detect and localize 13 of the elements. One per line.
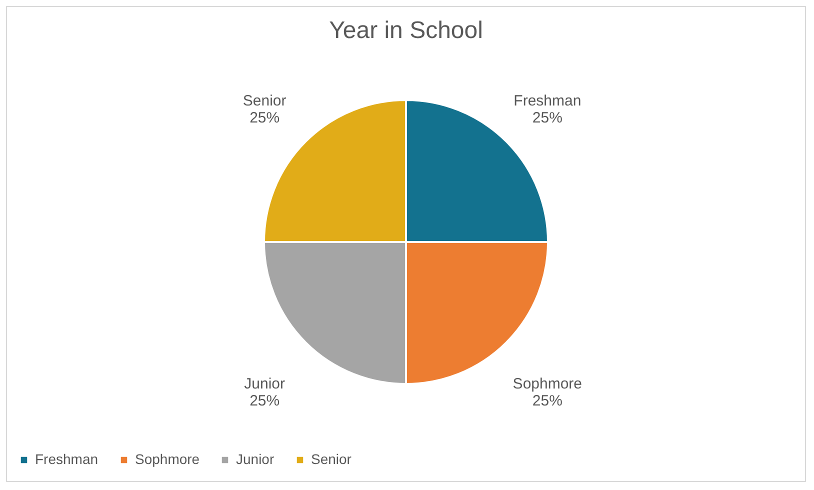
legend-label: Sophmore bbox=[135, 451, 200, 467]
legend-label: Freshman bbox=[35, 451, 98, 467]
slice-label: Senior bbox=[242, 92, 286, 110]
slice-label: Junior bbox=[244, 375, 286, 392]
data-label: 25% bbox=[532, 392, 562, 410]
slice-label: Freshman bbox=[514, 92, 582, 110]
data-label: 25% bbox=[250, 392, 280, 410]
data-label: 25% bbox=[532, 110, 562, 127]
legend-label: Senior bbox=[311, 451, 352, 467]
chart-title: Year in School bbox=[329, 17, 483, 44]
data-label: 25% bbox=[250, 110, 280, 127]
slice-label: Sophmore bbox=[512, 375, 582, 392]
legend-label: Junior bbox=[236, 451, 274, 467]
